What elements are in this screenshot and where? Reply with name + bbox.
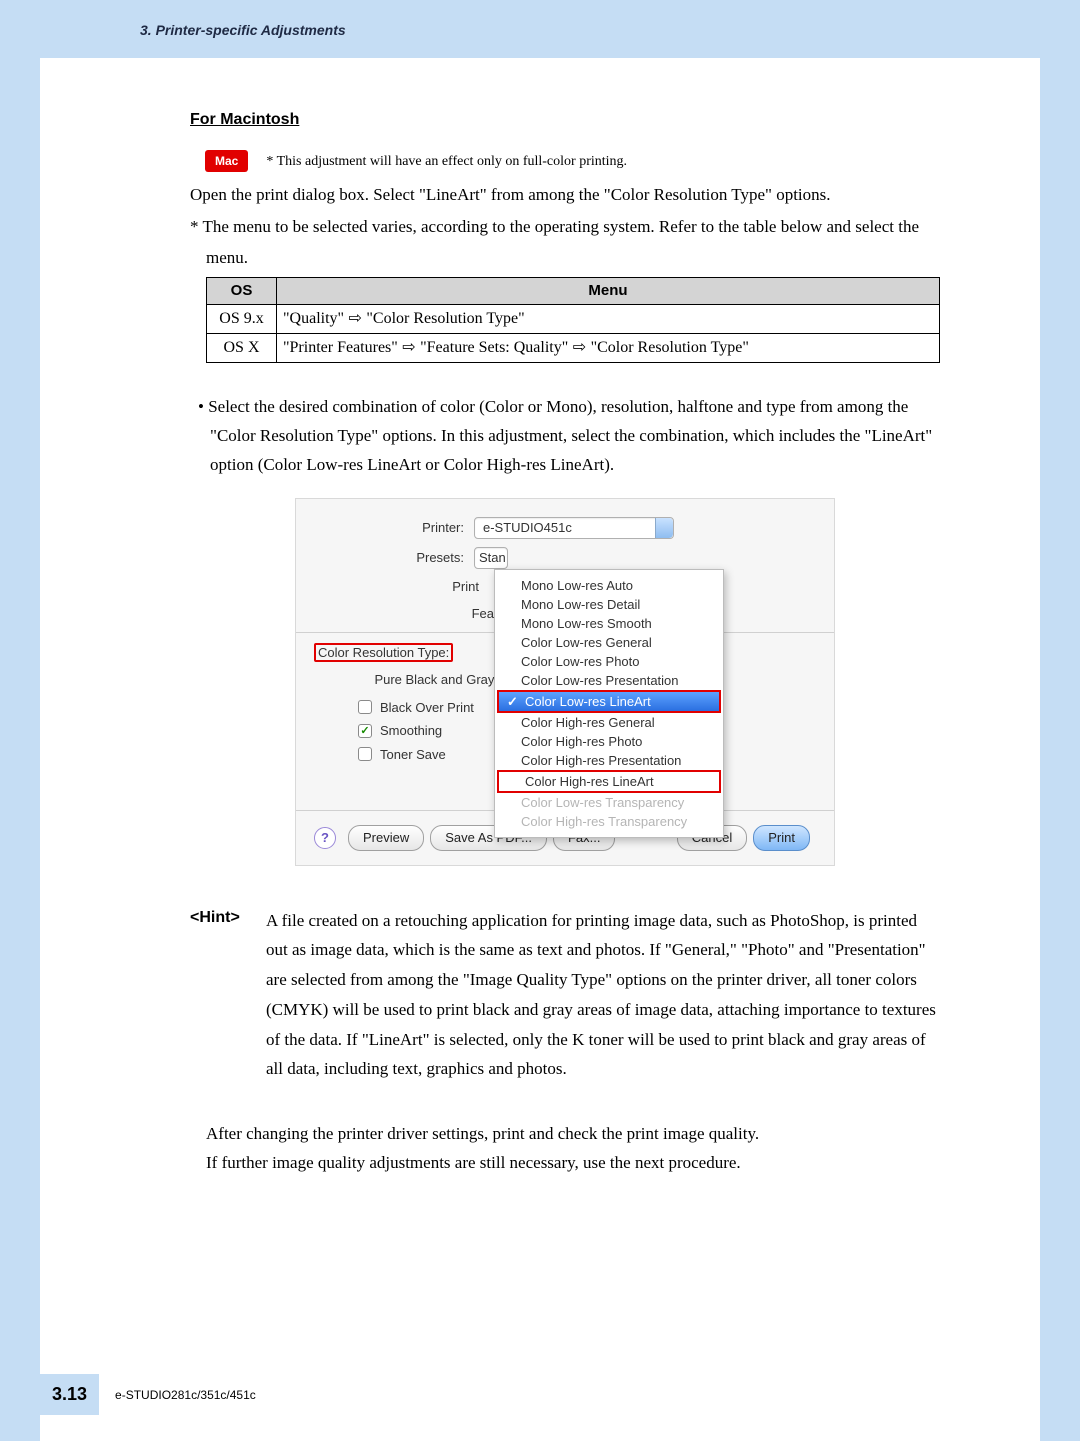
- print-button[interactable]: Print: [753, 825, 810, 851]
- mac-print-dialog: Printer: e-STUDIO451c Presets: Stan Prin…: [295, 498, 835, 866]
- os-menu-table: OS Menu OS 9.x"Quality" ⇨ "Color Resolut…: [206, 277, 940, 364]
- page-footer: 3.13 e-STUDIO281c/351c/451c: [40, 1374, 256, 1415]
- menu-item[interactable]: Mono Low-res Detail: [495, 595, 723, 614]
- printer-label: Printer:: [314, 518, 474, 538]
- table-row: OS 9.x"Quality" ⇨ "Color Resolution Type…: [207, 305, 940, 334]
- table-header-os: OS: [207, 277, 277, 305]
- mac-note-text: * This adjustment will have an effect on…: [266, 151, 627, 172]
- table-row: OS X"Printer Features" ⇨ "Feature Sets: …: [207, 334, 940, 363]
- black-over-print-checkbox[interactable]: [358, 700, 372, 714]
- footer-model: e-STUDIO281c/351c/451c: [115, 1388, 256, 1402]
- page-content: For Macintosh Mac * This adjustment will…: [40, 58, 1040, 1178]
- instruction-line-1: Open the print dialog box. Select "LineA…: [190, 182, 940, 208]
- toner-save-label: Toner Save: [380, 745, 446, 765]
- help-button[interactable]: ?: [314, 827, 336, 849]
- crt-label-highlight: Color Resolution Type:: [314, 643, 453, 662]
- menu-item[interactable]: Color Low-res General: [495, 633, 723, 652]
- menu-item[interactable]: Color Low-res Photo: [495, 652, 723, 671]
- black-over-print-label: Black Over Print: [380, 698, 474, 718]
- pbg-label: Pure Black and Gray:: [314, 670, 506, 690]
- dropdown-arrows-icon: [655, 518, 673, 538]
- fea-partial-label: Fea: [314, 604, 504, 624]
- smoothing-label: Smoothing: [380, 721, 442, 741]
- os-cell: OS 9.x: [207, 305, 277, 334]
- page-number: 3.13: [40, 1374, 99, 1415]
- menu-cell: "Quality" ⇨ "Color Resolution Type": [277, 305, 940, 334]
- after-change-text: After changing the printer driver settin…: [206, 1120, 940, 1178]
- toner-save-checkbox[interactable]: [358, 747, 372, 761]
- after-line-2: If further image quality adjustments are…: [206, 1149, 940, 1178]
- presets-select[interactable]: Stan: [474, 547, 508, 569]
- menu-item[interactable]: Color Low-res LineArt: [499, 692, 719, 711]
- printer-value: e-STUDIO451c: [483, 520, 572, 535]
- preview-button[interactable]: Preview: [348, 825, 424, 851]
- menu-item[interactable]: Color High-res Photo: [495, 732, 723, 751]
- presets-value: Stan: [479, 550, 506, 565]
- menu-item[interactable]: Color High-res Presentation: [495, 751, 723, 770]
- section-title: For Macintosh: [190, 108, 940, 132]
- selected-item-highlight: Color Low-res LineArt: [497, 690, 721, 713]
- printer-select[interactable]: e-STUDIO451c: [474, 517, 674, 539]
- menu-item[interactable]: Color Low-res Presentation: [495, 671, 723, 690]
- menu-cell: "Printer Features" ⇨ "Feature Sets: Qual…: [277, 334, 940, 363]
- menu-item[interactable]: Color High-res LineArt: [499, 772, 719, 791]
- print-partial-label: Print: [314, 577, 489, 597]
- presets-label: Presets:: [314, 548, 474, 568]
- table-header-menu: Menu: [277, 277, 940, 305]
- menu-item[interactable]: Mono Low-res Smooth: [495, 614, 723, 633]
- hint-label: <Hint>: [190, 906, 266, 1085]
- menu-item[interactable]: Mono Low-res Auto: [495, 576, 723, 595]
- mac-badge: Mac: [205, 150, 248, 172]
- menu-item: Color High-res Transparency: [495, 812, 723, 831]
- smoothing-checkbox[interactable]: [358, 724, 372, 738]
- bullet-instruction: • Select the desired combination of colo…: [190, 393, 940, 480]
- instruction-line-2b: menu.: [206, 245, 940, 271]
- menu-item: Color Low-res Transparency: [495, 793, 723, 812]
- bullet-text: • Select the desired combination of colo…: [190, 393, 940, 480]
- red-frame-item: Color High-res LineArt: [497, 770, 721, 793]
- document-page: 3. Printer-specific Adjustments For Maci…: [40, 0, 1040, 1441]
- hint-text: A file created on a retouching applicati…: [266, 906, 940, 1085]
- mac-note-row: Mac * This adjustment will have an effec…: [190, 150, 940, 172]
- instruction-line-2: * The menu to be selected varies, accord…: [190, 214, 940, 240]
- hint-block: <Hint> A file created on a retouching ap…: [190, 906, 940, 1085]
- os-cell: OS X: [207, 334, 277, 363]
- after-line-1: After changing the printer driver settin…: [206, 1120, 940, 1149]
- chapter-header: 3. Printer-specific Adjustments: [40, 0, 1040, 58]
- menu-item[interactable]: Color High-res General: [495, 713, 723, 732]
- color-resolution-type-menu[interactable]: Mono Low-res AutoMono Low-res DetailMono…: [494, 569, 724, 838]
